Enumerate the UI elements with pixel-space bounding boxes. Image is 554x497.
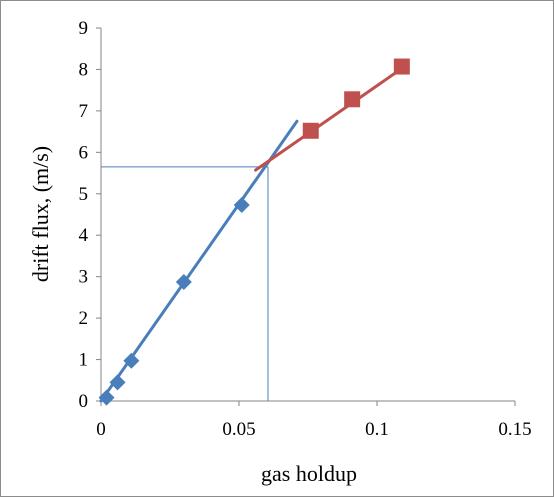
diamond-point [109, 374, 126, 391]
square-point [344, 91, 361, 108]
trendline [254, 65, 407, 172]
axes [96, 27, 516, 406]
y-tick-label: 2 [79, 308, 89, 329]
x-tick-label: 0.1 [365, 419, 389, 440]
x-tick-label: 0.15 [498, 419, 531, 440]
square-point [302, 122, 319, 139]
y-tick-label: 8 [79, 59, 89, 80]
y-axis-label: drift flux, (m/s) [28, 146, 53, 282]
y-tick-label: 9 [79, 18, 89, 39]
y-tick-label: 6 [79, 142, 89, 163]
y-tick-label: 1 [79, 350, 89, 371]
diamond-point [123, 352, 140, 369]
x-axis-label: gas holdup [261, 461, 357, 486]
y-tick-label: 3 [79, 267, 89, 288]
y-tick-label: 0 [79, 391, 89, 412]
square-point [393, 58, 410, 75]
diamond-point [175, 274, 192, 291]
y-tick-label: 7 [79, 101, 89, 122]
x-tick-label: 0.05 [222, 419, 255, 440]
trendline [99, 119, 299, 403]
tick-labels: 0 1 2 3 4 5 6 7 8 9 0 0.05 0.1 0.15 [79, 18, 532, 440]
diamond-point [233, 196, 250, 213]
trendlines [99, 65, 407, 403]
y-tick-label: 5 [79, 184, 89, 205]
guide-lines [101, 166, 269, 401]
x-tick-label: 0 [96, 419, 106, 440]
y-tick-label: 4 [79, 225, 89, 246]
data-points [98, 58, 410, 406]
diamond-point [98, 389, 115, 406]
